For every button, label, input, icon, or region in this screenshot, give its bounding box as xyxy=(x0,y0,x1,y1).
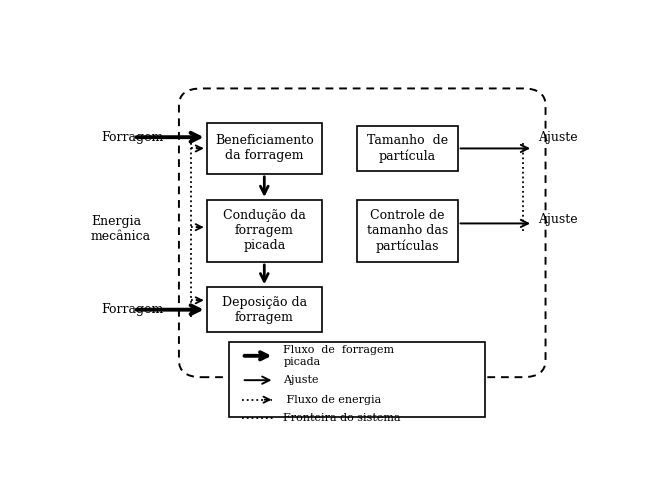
Bar xyxy=(229,341,485,416)
Text: Fronteira do sistema: Fronteira do sistema xyxy=(283,412,401,423)
Text: Ajuste: Ajuste xyxy=(538,131,577,144)
Bar xyxy=(207,200,322,262)
Text: Beneficiamento
da forragem: Beneficiamento da forragem xyxy=(215,134,314,163)
Text: Forragem: Forragem xyxy=(101,131,163,144)
Text: Ajuste: Ajuste xyxy=(283,375,319,385)
Text: Fluxo  de  forragem
picada: Fluxo de forragem picada xyxy=(283,345,395,367)
Text: Energia
mecânica: Energia mecânica xyxy=(91,215,151,243)
Text: Deposição da
forragem: Deposição da forragem xyxy=(222,296,307,324)
Text: Tamanho  de
partícula: Tamanho de partícula xyxy=(367,134,448,163)
Text: Forragem: Forragem xyxy=(101,303,163,316)
Text: Ajuste: Ajuste xyxy=(538,213,577,226)
Text: Fluxo de energia: Fluxo de energia xyxy=(283,394,382,405)
Bar xyxy=(207,287,322,332)
Bar xyxy=(207,123,322,174)
Text: Condução da
forragem
picada: Condução da forragem picada xyxy=(223,209,306,252)
Bar xyxy=(357,126,457,171)
Text: Controle de
tamanho das
partículas: Controle de tamanho das partículas xyxy=(367,209,448,253)
Bar xyxy=(357,200,457,262)
